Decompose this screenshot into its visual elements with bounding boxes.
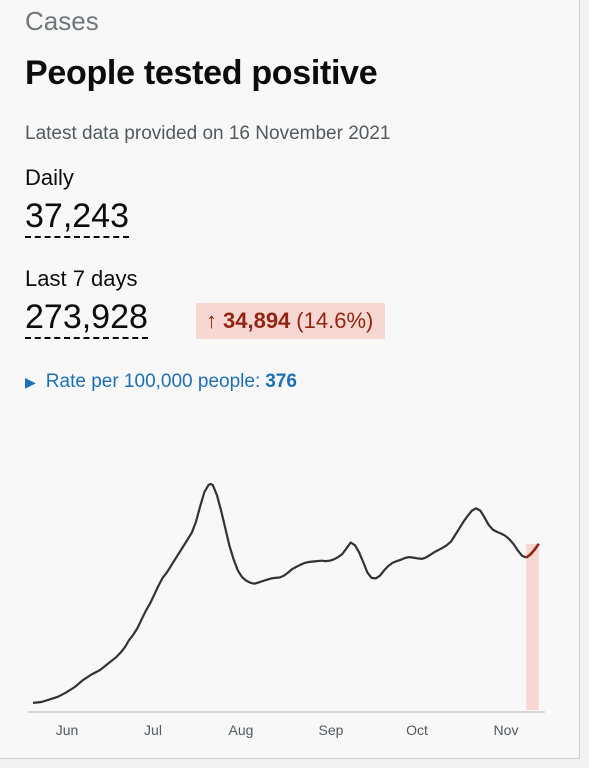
page-title: People tested positive <box>25 54 378 92</box>
triangle-right-icon: ▶ <box>25 373 36 390</box>
arrow-up-icon: ↑ <box>206 308 217 333</box>
rate-value: 376 <box>265 371 297 392</box>
daily-value[interactable]: 37,243 <box>25 197 129 238</box>
x-tick-label: Jun <box>56 722 79 738</box>
change-amount: 34,894 <box>223 308 291 333</box>
cases-card: Cases People tested positive Latest data… <box>0 0 580 759</box>
x-tick-label: Sep <box>319 722 344 738</box>
x-tick-label: Nov <box>494 722 519 738</box>
x-tick-label: Aug <box>229 722 254 738</box>
rate-label: Rate per 100,000 people: <box>45 371 261 392</box>
series-line-last7 <box>525 543 540 559</box>
section-caption: Cases <box>25 6 99 36</box>
x-tick-label: Oct <box>406 722 428 738</box>
rate-toggle[interactable]: ▶ Rate per 100,000 people: 376 <box>25 371 297 393</box>
cases-chart: Jun Jul Aug Sep Oct Nov <box>28 482 545 738</box>
last7-value[interactable]: 273,928 <box>25 298 148 339</box>
latest-data-text: Latest data provided on 16 November 2021 <box>25 123 391 144</box>
change-badge: ↑ 34,894 (14.6%) <box>196 303 386 339</box>
x-tick-label: Jul <box>144 722 162 738</box>
change-percent: (14.6%) <box>296 308 374 333</box>
daily-label: Daily <box>25 165 74 190</box>
highlight-region <box>526 543 539 710</box>
last7-label: Last 7 days <box>25 266 138 291</box>
series-line <box>32 482 527 704</box>
